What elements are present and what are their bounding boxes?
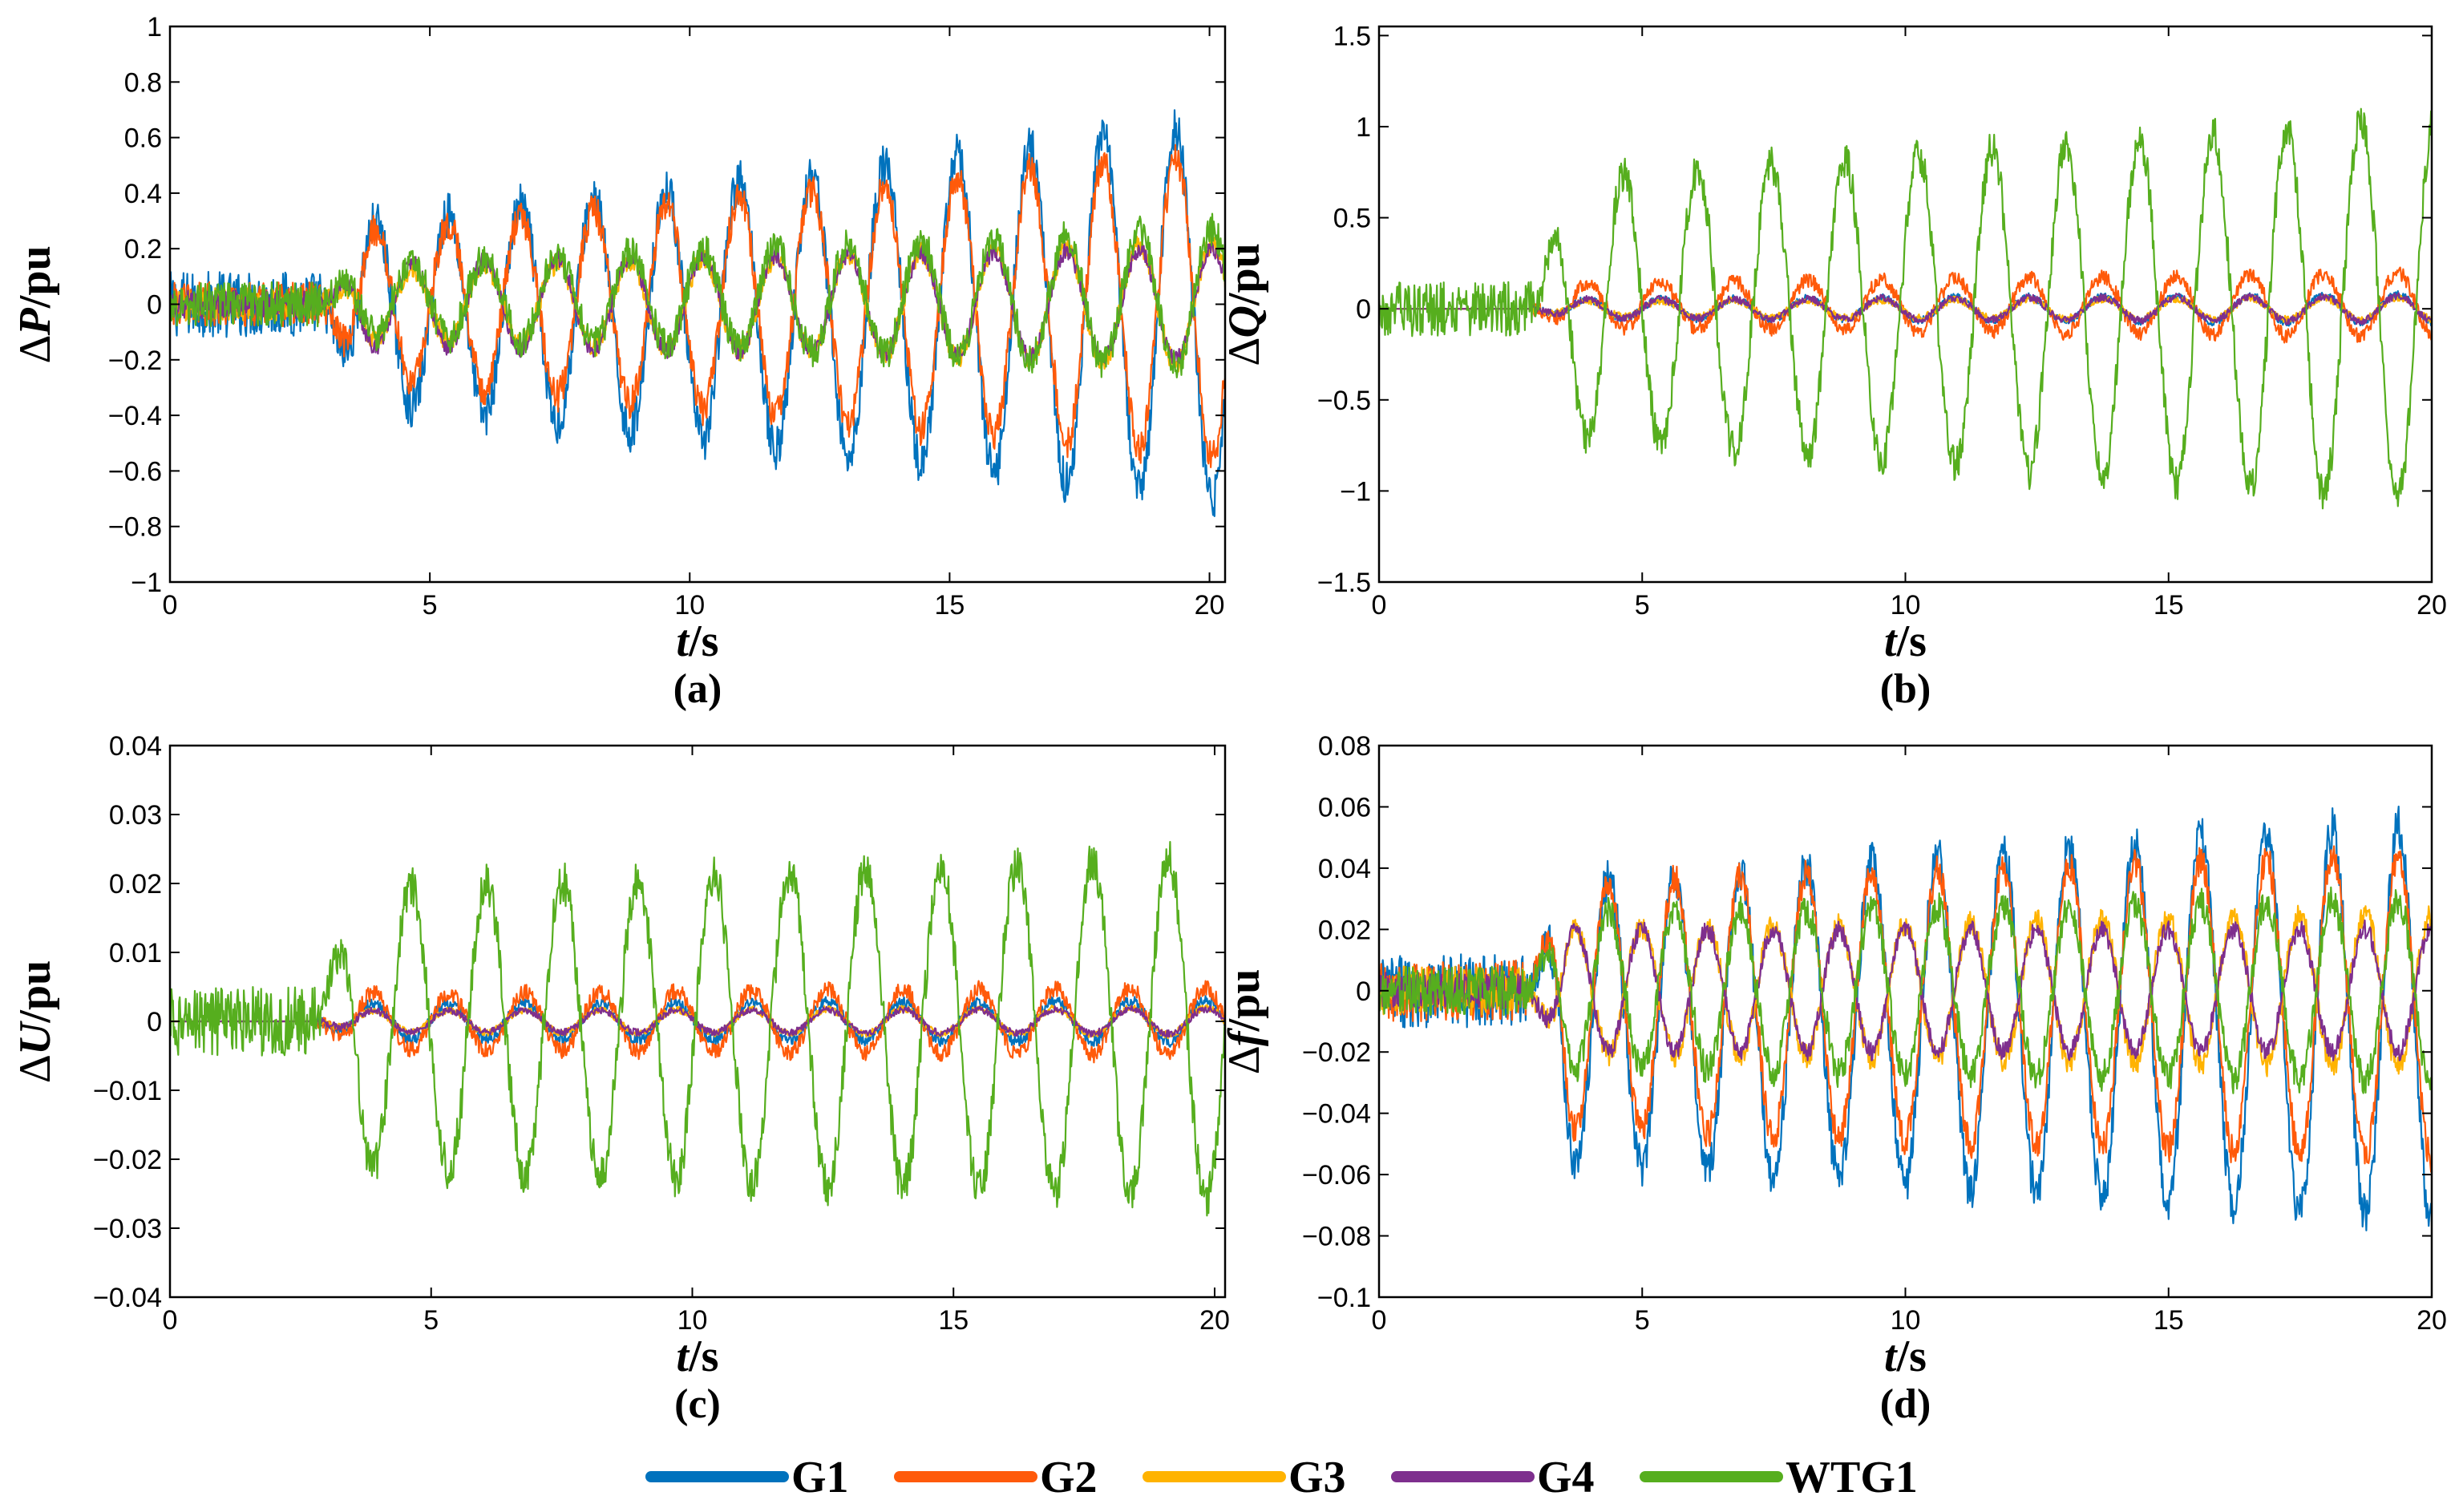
- y-tick-label: −1: [1340, 476, 1371, 507]
- y-tick-label: 0.6: [124, 123, 162, 154]
- panel-d: 0 5 10 15 20 −0.1 −0.08 −0.06 −0.04 −0.02 0 0.02 0.0…: [1219, 731, 2447, 1427]
- y-tick-label: −0.6: [108, 456, 162, 487]
- series-line-g4: [1379, 919, 2432, 1061]
- y-tick-label: 0.03: [109, 800, 162, 831]
- y-axis-label: ∆P/pu: [10, 245, 60, 362]
- panel-label: (d): [1880, 1381, 1931, 1427]
- y-tick-label: −0.4: [108, 401, 162, 431]
- y-tick-label: 0: [147, 290, 162, 321]
- y-tick-label: 0.04: [109, 731, 162, 762]
- y-tick-label: 0.2: [124, 234, 162, 265]
- series-line-g4: [170, 1005, 1225, 1038]
- series-line-wtg1: [1379, 886, 2432, 1094]
- y-tick-label: −0.08: [1302, 1222, 1371, 1252]
- x-tick-label: 15: [934, 590, 965, 621]
- x-tick-label: 5: [423, 1305, 439, 1336]
- legend-label-g3: G3: [1288, 1453, 1346, 1502]
- y-tick-label: −1: [131, 568, 162, 598]
- y-tick-label: −0.04: [93, 1283, 162, 1313]
- y-axis-label: ∆Q/pu: [1219, 243, 1269, 366]
- x-axis-label: t/s: [1884, 617, 1927, 666]
- x-tick-label: 5: [1635, 1305, 1650, 1336]
- legend-label-g4: G4: [1537, 1453, 1595, 1502]
- y-tick-label: 0.02: [1318, 915, 1371, 945]
- x-tick-label: 10: [677, 1305, 708, 1336]
- y-tick-label: 0.8: [124, 67, 162, 98]
- y-tick-label: 0.4: [124, 179, 162, 209]
- x-tick-label: 5: [1635, 590, 1650, 621]
- legend-label-wtg1: WTG1: [1786, 1453, 1918, 1502]
- series-line-g2: [170, 144, 1225, 469]
- y-tick-label: 0: [1356, 976, 1371, 1007]
- x-tick-label: 0: [163, 590, 178, 621]
- y-axis-label: ∆U/pu: [10, 960, 60, 1083]
- y-tick-label: 0: [147, 1007, 162, 1037]
- y-tick-label: 0.08: [1318, 731, 1371, 762]
- series-group: [1379, 107, 2432, 510]
- y-tick-label: 0.04: [1318, 854, 1371, 884]
- legend-label-g1: G1: [791, 1453, 849, 1502]
- series-line-g2: [170, 980, 1225, 1064]
- panel-b: 0 5 10 15 20 −1.5 −1 −0.5 0 0.5 1 1.5 t/s ∆Q/pu (b): [1219, 21, 2447, 712]
- x-tick-label: 0: [1372, 590, 1387, 621]
- x-tick-label: 15: [938, 1305, 969, 1336]
- y-tick-label: 0.01: [109, 938, 162, 968]
- series-group: [1379, 805, 2432, 1231]
- series-line-g1: [1379, 805, 2432, 1231]
- x-tick-label: 5: [423, 590, 438, 621]
- x-axis-label: t/s: [677, 617, 719, 666]
- y-tick-label: 1: [147, 12, 162, 42]
- series-line-wtg1: [1379, 107, 2432, 510]
- y-tick-label: 0.5: [1333, 204, 1371, 234]
- y-axis-label: ∆f/pu: [1219, 969, 1269, 1074]
- y-tick-label: 0: [1356, 294, 1371, 325]
- x-axis-label: t/s: [1884, 1332, 1927, 1381]
- x-tick-label: 15: [2154, 1305, 2184, 1336]
- y-tick-label: 0.02: [109, 869, 162, 900]
- y-tick-label: −1.5: [1317, 568, 1371, 598]
- y-tick-label: −0.02: [93, 1145, 162, 1175]
- series-line-g2: [1379, 845, 2432, 1173]
- y-tick-label: −0.01: [93, 1076, 162, 1106]
- series-group: [170, 109, 1225, 518]
- panel-label: (a): [673, 666, 722, 712]
- legend-label-g2: G2: [1040, 1453, 1098, 1502]
- x-tick-label: 20: [1199, 1305, 1230, 1336]
- panel-a: 0 5 10 15 20 −1 −0.8 −0.6 −0.4 −0.2 0 0.2 0.4 0.6 0.8 1…: [10, 12, 1227, 712]
- legend: G1 G2 G3 G4 WTG1: [645, 1453, 1918, 1502]
- y-tick-label: −0.04: [1302, 1099, 1371, 1130]
- x-tick-label: 20: [2417, 1305, 2447, 1336]
- x-tick-label: 10: [674, 590, 705, 621]
- panel-label: (b): [1880, 666, 1931, 712]
- x-tick-label: 0: [1372, 1305, 1387, 1336]
- y-tick-label: 1: [1356, 112, 1371, 143]
- y-tick-label: −0.06: [1302, 1160, 1371, 1191]
- y-tick-label: −0.8: [108, 512, 162, 543]
- y-tick-label: 1.5: [1333, 21, 1371, 51]
- series-line-g4: [1379, 292, 2432, 325]
- x-tick-label: 0: [163, 1305, 178, 1336]
- y-tick-label: −0.5: [1317, 386, 1371, 416]
- y-tick-label: 0.06: [1318, 792, 1371, 823]
- x-tick-label: 10: [1891, 590, 1921, 621]
- panel-c: 0 5 10 15 20 −0.04 −0.03 −0.02 −0.01 0 0.01 0.02 0.0…: [10, 731, 1230, 1427]
- y-tick-label: −0.2: [108, 346, 162, 376]
- series-line-wtg1: [170, 840, 1225, 1217]
- series-line-wtg1: [170, 212, 1225, 378]
- y-tick-label: −0.03: [93, 1214, 162, 1244]
- x-tick-label: 15: [2154, 590, 2184, 621]
- x-axis-label: t/s: [677, 1332, 719, 1381]
- x-tick-label: 20: [1195, 590, 1225, 621]
- y-tick-label: −0.02: [1302, 1037, 1371, 1068]
- axes-frame: [1377, 744, 2433, 1299]
- panel-label: (c): [674, 1381, 721, 1427]
- series-group: [170, 840, 1225, 1217]
- series-line-g2: [1379, 266, 2432, 344]
- x-tick-label: 20: [2417, 590, 2447, 621]
- x-tick-label: 10: [1891, 1305, 1921, 1336]
- y-tick-label: −0.1: [1317, 1283, 1371, 1313]
